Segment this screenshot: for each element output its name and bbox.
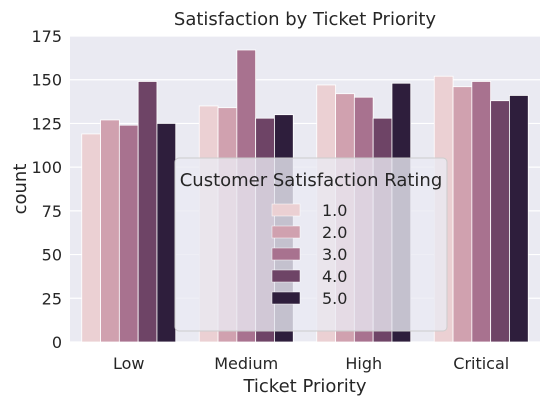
x-tick-label: High	[345, 354, 382, 373]
bar-critical-5-0	[509, 95, 529, 343]
y-tick-label: 150	[31, 71, 62, 90]
legend: Customer Satisfaction Rating 1.0 2.0 3.0 4.…	[174, 157, 448, 332]
x-axis-ticks: Low Medium High Critical	[113, 354, 509, 373]
y-axis-title: count	[10, 164, 31, 215]
legend-items: 1.0 2.0 3.0 4.0 5.0	[271, 201, 347, 308]
bar-low-2-0	[100, 119, 120, 343]
legend-label: 3.0	[322, 245, 347, 264]
y-tick-label: 125	[31, 114, 62, 133]
y-tick-label: 100	[31, 158, 62, 177]
y-tick-label: 0	[52, 333, 62, 352]
legend-swatch	[271, 225, 301, 239]
legend-label: 4.0	[322, 267, 347, 286]
x-tick-label: Low	[113, 354, 145, 373]
bar-low-4-0	[137, 81, 158, 343]
bar-critical-3-0	[471, 81, 492, 343]
bar-low-1-0	[81, 133, 101, 343]
x-axis-title: Ticket Priority	[242, 376, 366, 397]
bar-low-3-0	[118, 124, 139, 343]
x-tick-label: Critical	[453, 354, 509, 373]
chart-title: Satisfaction by Ticket Priority	[174, 9, 437, 30]
y-tick-label: 25	[42, 289, 62, 308]
legend-label: 1.0	[322, 201, 347, 220]
x-tick-label: Medium	[214, 354, 278, 373]
legend-box	[174, 157, 448, 332]
y-tick-label: 75	[42, 202, 62, 221]
legend-label: 5.0	[322, 289, 347, 308]
legend-swatch	[271, 247, 301, 261]
y-tick-label: 50	[42, 246, 62, 265]
legend-swatch	[271, 269, 301, 283]
y-axis-ticks: 0 25 50 75 100 125 150 175	[31, 27, 62, 352]
legend-swatch	[271, 203, 301, 217]
bar-low-5-0	[156, 123, 177, 343]
bar-critical-2-0	[452, 86, 473, 343]
legend-title: Customer Satisfaction Rating	[180, 170, 443, 191]
legend-swatch	[271, 291, 301, 305]
legend-label: 2.0	[322, 223, 347, 242]
y-tick-label: 175	[31, 27, 62, 46]
bar-critical-4-0	[490, 100, 510, 343]
